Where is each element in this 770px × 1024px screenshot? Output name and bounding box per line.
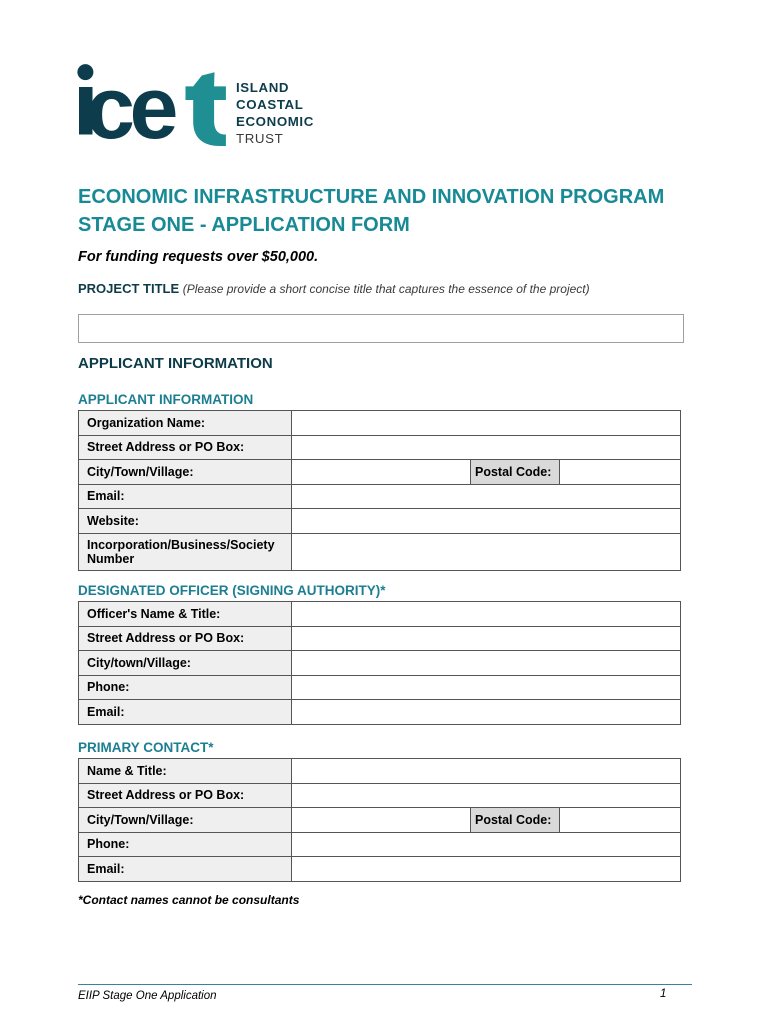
svg-text:COASTAL: COASTAL	[236, 97, 303, 112]
svg-text:ISLAND: ISLAND	[236, 80, 289, 95]
svg-text:TRUST: TRUST	[236, 131, 283, 146]
svg-text:ce: ce	[86, 58, 175, 157]
svg-text:ECONOMIC: ECONOMIC	[236, 114, 314, 129]
